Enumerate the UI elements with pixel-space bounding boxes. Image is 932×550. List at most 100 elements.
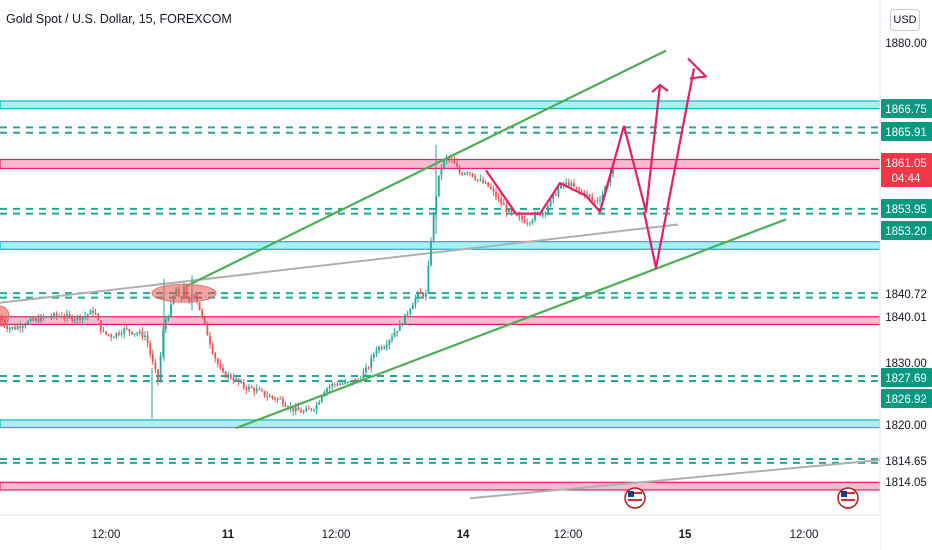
candle-body-136 <box>354 379 357 383</box>
candle-body-44 <box>115 332 118 337</box>
candle-body-210 <box>547 206 549 213</box>
candle-body-14 <box>37 318 40 322</box>
symbol-title[interactable]: Gold Spot / U.S. Dollar, 15, FOREXCOM <box>6 12 232 26</box>
candle-body-224 <box>583 191 586 196</box>
candle-body-56 <box>146 335 149 343</box>
candle-body-77 <box>201 310 204 317</box>
candle-body-99 <box>258 388 261 390</box>
candle-body-132 <box>344 382 347 384</box>
candle-body-78 <box>203 316 206 324</box>
trend-line-gray-0 <box>0 223 679 304</box>
candle-body-42 <box>110 334 113 338</box>
candle-body-188 <box>489 186 492 190</box>
candle-body-223 <box>580 190 583 192</box>
candle-body-218 <box>567 182 570 187</box>
time-tick-label: 12:00 <box>554 529 583 541</box>
channel-line-1 <box>235 218 787 430</box>
candle-body-194 <box>505 205 508 212</box>
candle-body-96 <box>250 386 253 389</box>
price-label-box <box>881 221 932 240</box>
price-label-box <box>881 122 932 141</box>
resistance-zone-3 <box>0 316 881 326</box>
price-label-box <box>881 368 932 387</box>
candle-body-135 <box>352 380 354 383</box>
time-axis <box>0 515 880 550</box>
candle-body-217 <box>565 182 568 185</box>
price-label-box <box>881 472 932 491</box>
candle-body-26 <box>68 314 71 317</box>
candle-body-31 <box>81 317 84 321</box>
candle-body-117 <box>305 408 308 412</box>
candle-body-116 <box>302 411 305 413</box>
price-tick-label: 1820.00 <box>885 420 927 432</box>
candle-body-53 <box>138 331 141 334</box>
candle-body-92 <box>240 381 243 383</box>
price-label-box <box>881 153 932 187</box>
event-flag-icon-1[interactable] <box>837 487 859 509</box>
candle-body-38 <box>99 320 102 332</box>
price-label-box <box>881 284 932 303</box>
candle-body-192 <box>500 198 503 204</box>
flag-stripe <box>628 495 642 498</box>
candle-body-184 <box>479 179 482 181</box>
candle-body-161 <box>419 291 422 294</box>
candle-body-205 <box>534 213 536 220</box>
candle-body-143 <box>372 354 375 358</box>
candle-body-130 <box>339 383 341 386</box>
flag-stripe <box>841 499 855 501</box>
candle-body-64 <box>167 316 170 320</box>
time-tick-label: 12:00 <box>92 529 121 541</box>
candle-body-160 <box>417 291 419 299</box>
candle-body-204 <box>531 219 534 223</box>
candle-body-144 <box>375 350 378 355</box>
candle-body-94 <box>245 387 248 390</box>
flag-stripe <box>841 495 855 498</box>
candle-body-107 <box>279 398 282 400</box>
bar-countdown-text: 04:44 <box>892 173 921 185</box>
candle-body-179 <box>466 172 469 174</box>
candle-body-16 <box>42 316 45 318</box>
candle-body-190 <box>495 191 497 198</box>
candle-body-121 <box>315 404 318 410</box>
price-label-text: 1840.01 <box>885 312 927 324</box>
candle-body-113 <box>294 407 297 412</box>
candle-body-91 <box>237 378 240 383</box>
highlight-ellipse-0 <box>151 283 217 303</box>
candle-body-97 <box>253 388 256 392</box>
candle-body-231 <box>601 194 604 200</box>
candle-body-131 <box>341 383 344 385</box>
candle-body-149 <box>388 339 391 345</box>
candle-body-153 <box>398 323 401 331</box>
candle-body-13 <box>34 318 37 321</box>
candle-body-187 <box>487 182 490 187</box>
candle-body-228 <box>593 200 596 202</box>
candle-body-9 <box>24 324 27 326</box>
candle-body-60 <box>157 369 159 381</box>
candle-body-169 <box>440 168 443 176</box>
candle-body-125 <box>326 388 328 392</box>
currency-button[interactable]: USD <box>890 9 920 31</box>
candle-body-40 <box>105 331 107 334</box>
time-tick-label: 15 <box>679 529 692 541</box>
candle-body-95 <box>248 386 250 390</box>
candle-body-82 <box>214 353 217 359</box>
candle-body-93 <box>242 381 245 388</box>
time-tick-label: 14 <box>457 529 470 541</box>
candle-body-25 <box>66 314 68 318</box>
price-label-text: 1866.75 <box>885 104 927 116</box>
flag-stripe <box>841 492 855 494</box>
candle-body-62 <box>162 329 165 356</box>
candle-body-139 <box>362 372 365 380</box>
candle-body-22 <box>58 315 61 317</box>
event-flag-icon-0[interactable] <box>624 487 646 509</box>
candle-body-170 <box>443 160 445 169</box>
candle-body-159 <box>414 298 417 306</box>
candle-body-51 <box>133 333 136 335</box>
candle-body-165 <box>430 240 432 266</box>
candle-body-65 <box>170 303 172 317</box>
candle-body-57 <box>149 342 152 355</box>
candle-body-33 <box>86 314 89 317</box>
candle-body-36 <box>94 313 97 315</box>
